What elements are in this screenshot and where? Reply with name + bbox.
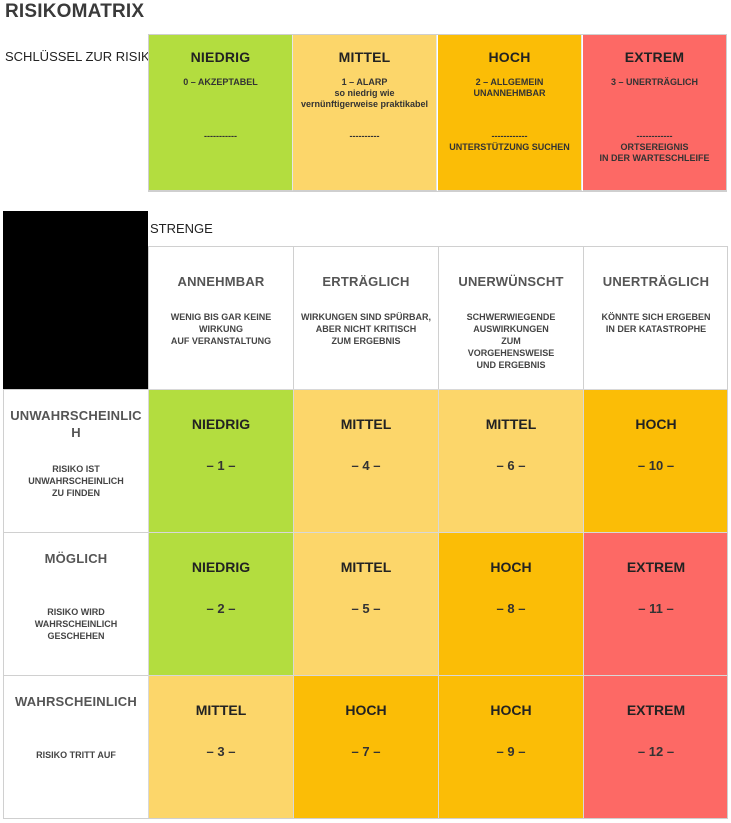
likelihood-desc: RISIKO TRITT AUF — [36, 750, 116, 760]
risk-number: – 6 – — [496, 458, 526, 473]
key-cell-extrem: EXTREM 3 – UNERTRÄGLICH ------------ ORTSER… — [583, 35, 727, 191]
key-level-name: MITTEL — [338, 49, 391, 65]
risk-level: HOCH — [635, 416, 677, 432]
risk-number: – 5 – — [351, 601, 381, 616]
risk-level: MITTEL — [485, 416, 537, 432]
risk-number: – 4 – — [351, 458, 381, 473]
risk-cell: HOCH – 10 – — [583, 389, 728, 532]
page-title: RISIKOMATRIX — [5, 1, 145, 22]
risk-level: MITTEL — [195, 702, 247, 718]
severity-name: ERTRÄGLICH — [322, 274, 410, 289]
risk-cell: NIEDRIG – 1 – — [148, 389, 293, 532]
severity-name: UNERTRÄGLICH — [602, 274, 710, 289]
likelihood-name: UNWAHRSCHEINLIC H — [10, 408, 142, 440]
key-level-extra: ----------- — [204, 131, 237, 141]
key-level-extra: ---------- — [349, 131, 380, 141]
risk-number: – 1 – — [206, 458, 236, 473]
risk-level: HOCH — [490, 559, 532, 575]
risk-cell: HOCH – 8 – — [438, 532, 583, 675]
key-level-name: EXTREM — [624, 49, 685, 65]
severity-col-3: UNERWÜNSCHT SCHWERWIEGENDE AUSWIRKUNGEN ZUM… — [438, 246, 583, 389]
risk-level: NIEDRIG — [191, 416, 251, 432]
risk-number: – 11 – — [638, 601, 674, 616]
risk-cell: MITTEL – 6 – — [438, 389, 583, 532]
key-level-desc: 2 – ALLGEMEIN UNANNEHMBAR — [473, 77, 546, 98]
risk-level: HOCH — [490, 702, 532, 718]
risk-cell: HOCH – 7 – — [293, 675, 438, 818]
risk-cell: MITTEL – 4 – — [293, 389, 438, 532]
key-level-name: NIEDRIG — [190, 49, 251, 65]
risk-level: MITTEL — [340, 416, 392, 432]
key-level-desc: 0 – AKZEPTABEL — [183, 77, 258, 87]
risk-cell: EXTREM – 11 – — [583, 532, 728, 675]
key-cell-niedrig: NIEDRIG 0 – AKZEPTABEL ----------- — [149, 35, 293, 191]
risk-number: – 10 – — [637, 458, 675, 473]
likelihood-name: MÖGLICH — [44, 551, 108, 566]
severity-desc: SCHWERWIEGENDE AUSWIRKUNGEN ZUM VORGEHENSWE… — [466, 312, 556, 370]
severity-desc: KÖNNTE SICH ERGEBEN IN DER KATASTROPHE — [601, 312, 711, 334]
risk-number: – 12 – — [637, 744, 675, 759]
likelihood-row-3: WAHRSCHEINLICH RISIKO TRITT AUF — [3, 675, 148, 818]
severity-col-1: ANNEHMBAR WENIG BIS GAR KEINE WIRKUNG AUF V… — [148, 246, 293, 389]
risk-level: MITTEL — [340, 559, 392, 575]
risk-number: – 8 – — [496, 601, 526, 616]
risk-level: NIEDRIG — [191, 559, 251, 575]
likelihood-desc: RISIKO IST UNWAHRSCHEINLICH ZU FINDEN — [28, 464, 124, 498]
severity-desc: WIRKUNGEN SIND SPÜRBAR, ABER NICHT KRITIS… — [300, 312, 431, 346]
risk-cell: MITTEL – 3 – — [148, 675, 293, 818]
key-level-desc: 1 – ALARP so niedrig wie vernünftigerweise… — [300, 77, 429, 109]
likelihood-row-1: UNWAHRSCHEINLIC H RISIKO IST UNWAHRSCHEINLI… — [3, 389, 148, 532]
key-cell-hoch: HOCH 2 – ALLGEMEIN UNANNEHMBAR ------------… — [438, 35, 582, 191]
risk-number: – 2 – — [206, 601, 236, 616]
severity-desc: WENIG BIS GAR KEINE WIRKUNG AUF VERANSTALT… — [170, 312, 272, 346]
risk-level: HOCH — [345, 702, 387, 718]
risk-level: EXTREM — [626, 559, 686, 575]
severity-col-2: ERTRÄGLICH WIRKUNGEN SIND SPÜRBAR, ABER NI… — [293, 246, 438, 389]
key-level-extra: ------------ UNTERSTÜTZUNG SUCHEN — [449, 131, 570, 152]
risk-number: – 7 – — [351, 744, 381, 759]
key-label: SCHLÜSSEL ZUR RISIKO — [5, 49, 160, 64]
likelihood-name: WAHRSCHEINLICH — [15, 694, 137, 709]
risk-level: EXTREM — [626, 702, 686, 718]
likelihood-row-2: MÖGLICH RISIKO WIRD WAHRSCHEINLICH GESCHEHE… — [3, 532, 148, 675]
risk-number: – 3 – — [206, 744, 236, 759]
severity-label: STRENGE — [150, 221, 213, 236]
severity-col-4: UNERTRÄGLICH KÖNNTE SICH ERGEBEN IN DER KA… — [583, 246, 728, 389]
key-level-desc: 3 – UNERTRÄGLICH — [610, 77, 698, 87]
risk-number: – 9 – — [496, 744, 526, 759]
risk-cell: NIEDRIG – 2 – — [148, 532, 293, 675]
key-level-name: HOCH — [488, 49, 531, 65]
severity-name: ANNEHMBAR — [177, 274, 265, 289]
severity-name: UNERWÜNSCHT — [458, 274, 564, 289]
key-cell-mittel: MITTEL 1 – ALARP so niedrig wie vernünftige… — [293, 35, 437, 191]
risk-cell: MITTEL – 5 – — [293, 532, 438, 675]
redacted-block — [3, 211, 148, 389]
risk-cell: HOCH – 9 – — [438, 675, 583, 818]
key-level-extra: ------------ ORTSEREIGNIS IN DER WARTESCHL… — [599, 131, 710, 163]
likelihood-desc: RISIKO WIRD WAHRSCHEINLICH GESCHEHEN — [34, 607, 118, 641]
risk-cell: EXTREM – 12 – — [583, 675, 728, 818]
